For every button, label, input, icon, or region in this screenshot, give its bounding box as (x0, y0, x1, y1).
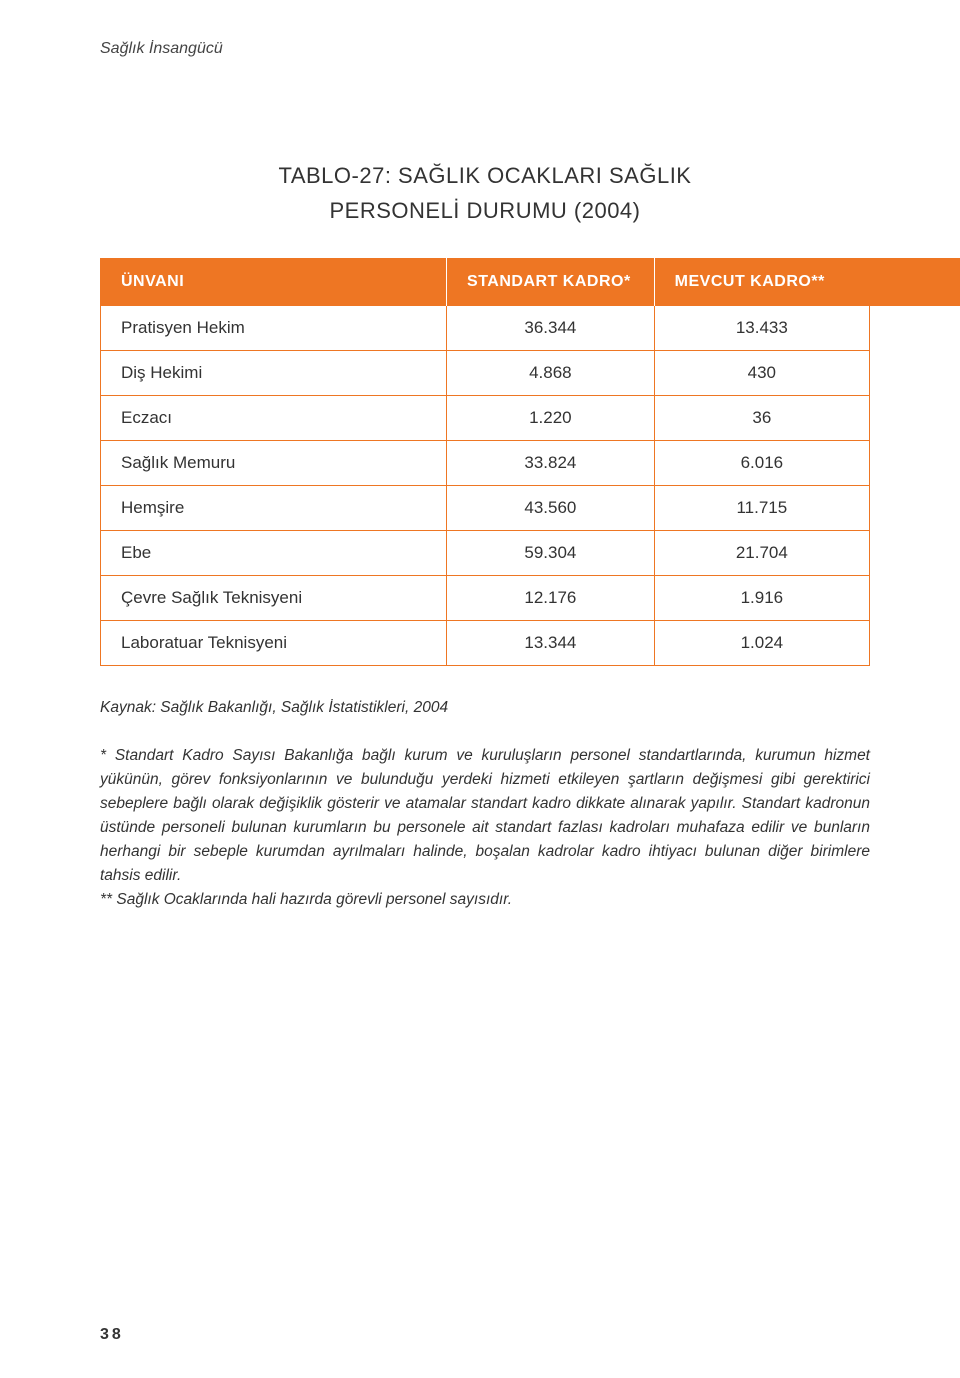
data-table: ÜNVANI STANDART KADRO* MEVCUT KADRO** Pr… (100, 258, 870, 666)
cell-standart: 13.344 (447, 621, 655, 666)
cell-unvani: Eczacı (101, 396, 447, 441)
title-line-1: TABLO-27: SAĞLIK OCAKLARI SAĞLIK (100, 158, 870, 193)
table-row: Sağlık Memuru 33.824 6.016 (101, 441, 870, 486)
table-title: TABLO-27: SAĞLIK OCAKLARI SAĞLIK PERSONE… (100, 158, 870, 228)
cell-standart: 4.868 (447, 351, 655, 396)
table-row: Hemşire 43.560 11.715 (101, 486, 870, 531)
cell-standart: 59.304 (447, 531, 655, 576)
section-label: Sağlık İnsangücü (100, 40, 870, 58)
col-header-mevcut: MEVCUT KADRO** (654, 259, 869, 306)
cell-mevcut: 13.433 (654, 306, 869, 351)
cell-unvani: Hemşire (101, 486, 447, 531)
notes-block: Kaynak: Sağlık Bakanlığı, Sağlık İstatis… (100, 696, 870, 912)
table-header-row: ÜNVANI STANDART KADRO* MEVCUT KADRO** (101, 259, 870, 306)
cell-unvani: Sağlık Memuru (101, 441, 447, 486)
cell-unvani: Ebe (101, 531, 447, 576)
table-row: Pratisyen Hekim 36.344 13.433 (101, 306, 870, 351)
footnote-2: ** Sağlık Ocaklarında hali hazırda görev… (100, 888, 870, 912)
cell-mevcut: 1.024 (654, 621, 869, 666)
col-header-unvani: ÜNVANI (101, 259, 447, 306)
page-number: 38 (100, 1326, 124, 1344)
cell-unvani: Laboratuar Teknisyeni (101, 621, 447, 666)
cell-mevcut: 36 (654, 396, 869, 441)
table-row: Çevre Sağlık Teknisyeni 12.176 1.916 (101, 576, 870, 621)
cell-mevcut: 21.704 (654, 531, 869, 576)
cell-unvani: Diş Hekimi (101, 351, 447, 396)
col-header-standart: STANDART KADRO* (447, 259, 655, 306)
cell-standart: 43.560 (447, 486, 655, 531)
table-row: Ebe 59.304 21.704 (101, 531, 870, 576)
table-wrap: ÜNVANI STANDART KADRO* MEVCUT KADRO** Pr… (100, 258, 870, 666)
cell-mevcut: 1.916 (654, 576, 869, 621)
cell-unvani: Çevre Sağlık Teknisyeni (101, 576, 447, 621)
cell-standart: 1.220 (447, 396, 655, 441)
cell-standart: 12.176 (447, 576, 655, 621)
source-line: Kaynak: Sağlık Bakanlığı, Sağlık İstatis… (100, 696, 870, 720)
table-row: Diş Hekimi 4.868 430 (101, 351, 870, 396)
footnote-1: * Standart Kadro Sayısı Bakanlığa bağlı … (100, 744, 870, 888)
table-row: Laboratuar Teknisyeni 13.344 1.024 (101, 621, 870, 666)
cell-standart: 33.824 (447, 441, 655, 486)
title-line-2: PERSONELİ DURUMU (2004) (100, 193, 870, 228)
header-side-bar (870, 258, 960, 306)
cell-standart: 36.344 (447, 306, 655, 351)
cell-mevcut: 11.715 (654, 486, 869, 531)
cell-unvani: Pratisyen Hekim (101, 306, 447, 351)
cell-mevcut: 430 (654, 351, 869, 396)
cell-mevcut: 6.016 (654, 441, 869, 486)
table-row: Eczacı 1.220 36 (101, 396, 870, 441)
